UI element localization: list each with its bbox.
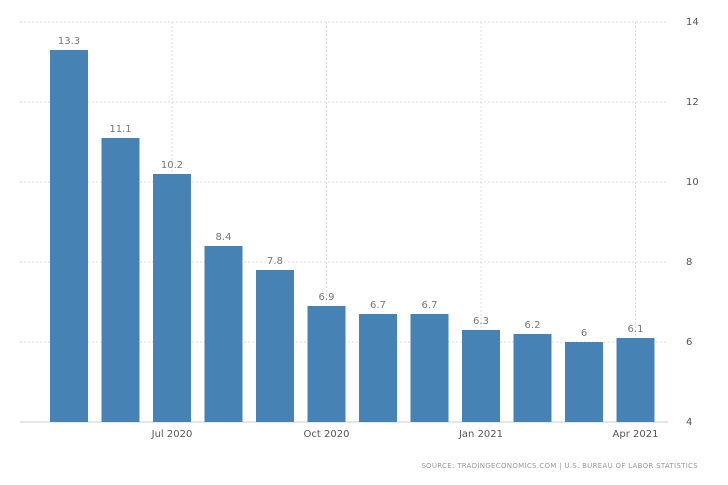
value-label: 13.3 — [58, 36, 80, 47]
source-note: SOURCE: TRADINGECONOMICS.COM | U.S. BURE… — [421, 462, 698, 470]
value-label: 11.1 — [109, 124, 131, 135]
value-label: 6.7 — [370, 300, 386, 311]
x-tick-label: Jul 2020 — [151, 429, 193, 440]
x-tick-label: Oct 2020 — [304, 429, 350, 440]
bar — [50, 50, 88, 422]
y-tick-label: 10 — [686, 177, 699, 188]
bar — [256, 270, 294, 422]
value-label: 6.3 — [473, 316, 489, 327]
value-label: 8.4 — [216, 232, 232, 243]
y-tick-label: 12 — [686, 97, 699, 108]
bar — [204, 246, 243, 422]
y-tick-label: 4 — [686, 417, 692, 428]
y-tick-label: 14 — [686, 17, 699, 28]
y-tick-label: 6 — [686, 337, 692, 348]
y-tick-label: 8 — [686, 257, 692, 268]
bar — [359, 314, 397, 422]
value-label: 6 — [581, 328, 587, 339]
value-label: 6.9 — [319, 292, 335, 303]
bar — [513, 334, 552, 422]
bar — [307, 306, 346, 422]
value-label: 6.7 — [422, 300, 438, 311]
x-tick-label: Apr 2021 — [613, 429, 659, 440]
x-tick-label: Jan 2021 — [458, 429, 503, 440]
value-label: 10.2 — [161, 160, 183, 171]
bar — [410, 314, 449, 422]
value-label: 6.1 — [628, 324, 644, 335]
bar — [153, 174, 191, 422]
bar — [462, 330, 500, 422]
bar — [565, 342, 603, 422]
bar — [616, 338, 655, 422]
bar — [101, 138, 140, 422]
value-label: 6.2 — [525, 320, 541, 331]
value-label: 7.8 — [267, 256, 283, 267]
